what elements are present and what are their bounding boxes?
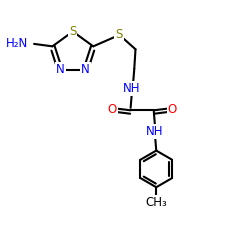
Text: O: O [168, 102, 177, 116]
Text: H₂N: H₂N [6, 38, 28, 51]
Text: N: N [81, 63, 90, 76]
Text: O: O [108, 102, 117, 116]
Text: NH: NH [123, 82, 140, 95]
Text: CH₃: CH₃ [146, 196, 167, 209]
Text: S: S [115, 28, 122, 41]
Text: N: N [56, 63, 64, 76]
Text: NH: NH [146, 124, 164, 138]
Text: S: S [69, 25, 76, 38]
